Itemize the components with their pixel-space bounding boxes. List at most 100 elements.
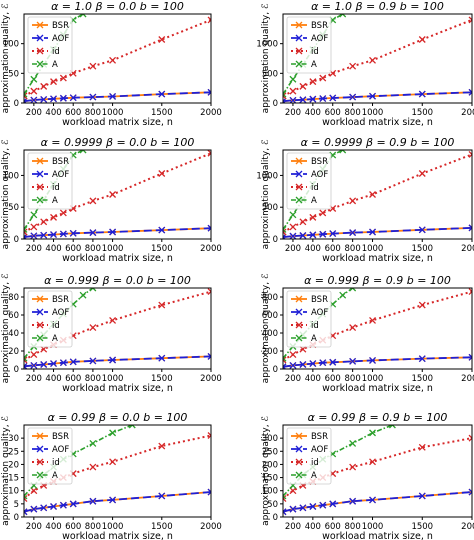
data-point-AOF <box>50 503 57 510</box>
data-point-AOF <box>69 229 77 237</box>
x-tick-label: 200 <box>285 522 301 532</box>
y-axis-label: approximation quality, ℰ <box>1 3 11 113</box>
x-tick-label: 1500 <box>411 522 433 532</box>
data-point-A <box>24 226 28 233</box>
data-point-AOF <box>319 501 327 509</box>
legend-marker-id <box>36 321 44 329</box>
data-point-AOF <box>89 229 97 237</box>
chart-title: α = 1.0 β = 0.0 b = 100 <box>51 0 184 13</box>
x-tick-label: 400 <box>305 244 321 254</box>
y-tick-label: 0 <box>14 365 19 375</box>
legend-marker-BSR <box>36 21 44 29</box>
chart-title: α = 0.999 β = 0.9 b = 100 <box>304 274 451 287</box>
x-axis-label: workload matrix size, n <box>62 117 173 128</box>
legend-marker-id <box>295 183 303 191</box>
data-point-id <box>309 78 317 86</box>
data-point-id <box>468 150 472 158</box>
data-point-A <box>283 226 287 233</box>
data-point-AOF <box>329 500 337 508</box>
series-line-AOF <box>24 91 211 103</box>
chart-title: α = 0.99 β = 0.0 b = 100 <box>48 411 188 424</box>
data-point-AOF <box>289 505 297 513</box>
data-point-AOF <box>299 232 307 239</box>
x-tick-label: 2000 <box>461 108 474 118</box>
data-point-AOF <box>207 488 211 496</box>
data-point-id <box>158 36 166 43</box>
y-tick-label: 100 <box>3 171 19 181</box>
data-point-A <box>349 288 357 292</box>
data-point-AOF <box>158 226 166 234</box>
data-point-AOF <box>30 96 38 103</box>
data-point-AOF <box>59 94 67 102</box>
data-point-AOF <box>158 354 166 362</box>
data-point-AOF <box>468 88 472 96</box>
data-point-id <box>289 87 297 95</box>
x-tick-label: 800 <box>85 374 101 384</box>
x-tick-label: 1000 <box>102 244 124 254</box>
data-point-AOF <box>309 231 317 239</box>
x-tick-label: 1000 <box>362 244 384 254</box>
data-point-AOF <box>109 496 117 504</box>
data-point-id <box>207 150 211 157</box>
legend-label-AOF: AOF <box>311 34 328 44</box>
x-tick-label: 1000 <box>362 374 384 384</box>
legend-marker-A <box>295 196 303 204</box>
x-tick-label: 800 <box>85 244 101 254</box>
x-tick-label: 200 <box>26 522 42 532</box>
axes-frame <box>23 424 212 518</box>
data-point-A <box>79 14 87 18</box>
legend-label-AOF: AOF <box>52 308 69 318</box>
y-tick-label: 150 <box>262 474 278 484</box>
data-point-AOF <box>109 356 117 364</box>
data-point-id <box>319 74 327 82</box>
x-tick-label: 600 <box>65 374 81 384</box>
series-line-AOF <box>283 91 472 103</box>
x-axis-label: workload matrix size, n <box>322 531 433 540</box>
data-point-id <box>109 316 117 324</box>
x-tick-label: 800 <box>345 522 361 532</box>
data-point-AOF <box>40 95 48 103</box>
legend: BSR AOF id A <box>286 290 332 348</box>
data-point-A <box>109 429 117 437</box>
x-axis-label: workload matrix size, n <box>62 531 173 540</box>
data-point-AOF <box>369 496 376 504</box>
data-point-id <box>309 213 317 221</box>
legend-marker-AOF <box>295 170 303 178</box>
y-tick-label: 100 <box>3 40 19 50</box>
x-tick-label: 1500 <box>411 374 433 384</box>
data-point-AOF <box>283 97 287 103</box>
data-point-id <box>50 213 57 221</box>
data-point-AOF <box>69 94 77 102</box>
data-point-id <box>109 56 117 64</box>
data-point-AOF <box>309 95 317 103</box>
x-tick-label: 1500 <box>151 244 173 254</box>
legend-box <box>286 427 332 485</box>
data-point-AOF <box>418 226 426 234</box>
data-point-AOF <box>289 96 297 103</box>
data-point-AOF <box>24 362 28 369</box>
legend-marker-id <box>295 458 303 466</box>
data-point-AOF <box>319 359 327 367</box>
x-tick-label: 1500 <box>151 374 173 384</box>
x-tick-label: 400 <box>45 244 61 254</box>
data-point-id <box>30 87 38 95</box>
data-point-A <box>24 354 28 362</box>
data-point-id <box>369 191 376 198</box>
data-point-AOF <box>349 229 357 237</box>
y-tick-label: 200 <box>262 347 278 357</box>
x-tick-label: 400 <box>305 374 321 384</box>
x-tick-label: 200 <box>285 244 301 254</box>
data-point-id <box>369 458 376 466</box>
data-point-A <box>289 211 297 219</box>
data-point-AOF <box>309 503 317 510</box>
data-point-A <box>289 75 297 83</box>
x-tick-label: 600 <box>65 108 81 118</box>
y-tick-label: 300 <box>262 434 278 444</box>
y-tick-label: 400 <box>262 329 278 339</box>
x-tick-label: 1500 <box>411 108 433 118</box>
legend-label-A: A <box>52 471 58 481</box>
legend-label-id: id <box>311 183 319 193</box>
